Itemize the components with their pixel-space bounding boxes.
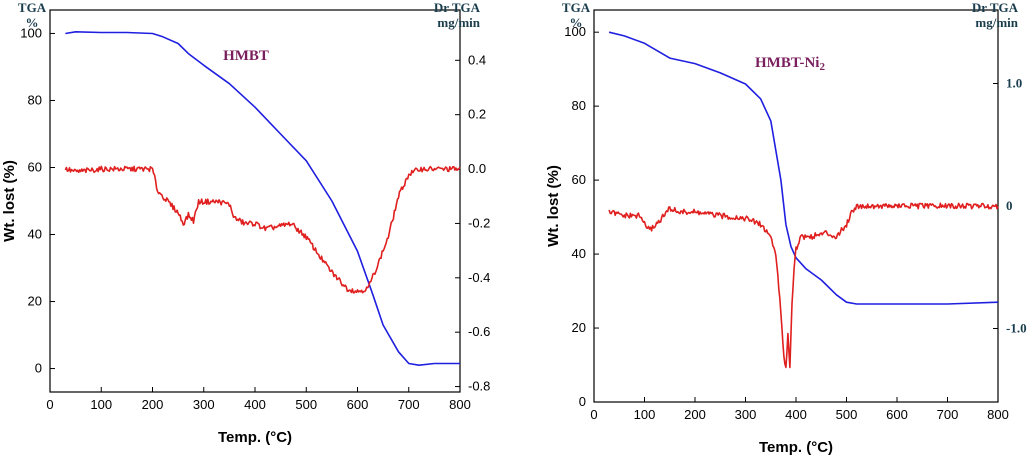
y-tick-label: 20	[572, 320, 586, 335]
x-tick-label: 100	[90, 397, 112, 412]
x-tick-label: 700	[937, 407, 959, 422]
y-tick-label: 0	[579, 394, 586, 409]
y2-tick-label: 1.0	[1006, 76, 1022, 91]
dtga-series-line	[608, 202, 999, 369]
x-tick-label: 300	[735, 407, 757, 422]
y-tick-label: 60	[572, 172, 586, 187]
y-tick-label: 80	[28, 92, 42, 107]
right-axis-unit-label: Dr TGA	[434, 0, 481, 15]
y-tick-label: 20	[28, 294, 42, 309]
y2-tick-label: -1.0	[1006, 321, 1027, 336]
left-axis-unit-label: TGA	[562, 0, 591, 15]
chart-panel-hmbt: 0 100 200 300 400 500 600 700 800 0 20 40 60 80 100 0.4…	[1, 0, 490, 446]
x-tick-label: 500	[295, 397, 317, 412]
tga-series-line	[65, 31, 460, 366]
y-tick-label: 100	[564, 24, 586, 39]
chart-title-text: HMBT	[223, 48, 269, 64]
x-tick-label: 200	[684, 407, 706, 422]
x-tick-label: 100	[634, 407, 656, 422]
y-tick-label: 60	[28, 159, 42, 174]
x-tick-label: 0	[590, 407, 597, 422]
y-tick-label: 80	[572, 98, 586, 113]
y2-tick-label: -0.6	[468, 324, 490, 339]
x-tick-label: 600	[347, 397, 369, 412]
dtga-series-line	[64, 165, 461, 294]
x-tick-label: 800	[449, 397, 471, 412]
x-tick-label: 400	[244, 397, 266, 412]
right-axis-unit-label: Dr TGA	[972, 0, 1019, 15]
chart-panel-hmbt-ni2: 0 100 200 300 400 500 600 700 8000204060801001.0…	[545, 0, 1027, 456]
y2-tick-label: 0	[1006, 198, 1013, 213]
left-axis-unit-label: TGA	[18, 0, 47, 15]
right-axis-unit-label: mg/min	[975, 15, 1018, 30]
chart-title-text: HMBT-Ni	[755, 55, 819, 71]
x-tick-label: 800	[987, 407, 1009, 422]
left-axis-unit-label: %	[570, 15, 583, 30]
x-tick-label: 700	[398, 397, 420, 412]
y2-tick-label: 0.2	[468, 107, 486, 122]
y2-tick-label: -0.2	[468, 215, 490, 230]
chart-title: HMBT-Ni2	[755, 55, 825, 73]
x-axis-label: Temp. (°C)	[218, 429, 292, 446]
y2-tick-label: 0.0	[468, 161, 486, 176]
x-tick-label: 0	[46, 397, 53, 412]
plot-frame	[49, 9, 461, 393]
x-tick-label: 600	[886, 407, 908, 422]
y2-tick-label: -0.4	[468, 270, 490, 285]
y-tick-label: 40	[28, 227, 42, 242]
right-axis-unit-label: mg/min	[437, 15, 480, 30]
y-tick-label: 100	[20, 25, 42, 40]
y2-tick-label: 0.4	[468, 52, 486, 67]
x-tick-label: 400	[785, 407, 807, 422]
x-tick-label: 500	[836, 407, 858, 422]
y-axis-label: Wt. lost (%)	[1, 160, 18, 242]
tga-series-line	[608, 31, 999, 305]
x-axis-label: Temp. (°C)	[759, 439, 833, 456]
y-axis-label: Wt. lost (%)	[545, 165, 562, 247]
y-tick-label: 0	[35, 361, 42, 376]
x-tick-label: 200	[142, 397, 164, 412]
y2-tick-label: -0.8	[468, 379, 490, 394]
y-tick-label: 40	[572, 246, 586, 261]
chart-title-subscript: 2	[819, 61, 825, 73]
chart-title: HMBT	[223, 48, 269, 64]
x-tick-label: 300	[193, 397, 215, 412]
left-axis-unit-label: %	[26, 15, 39, 30]
